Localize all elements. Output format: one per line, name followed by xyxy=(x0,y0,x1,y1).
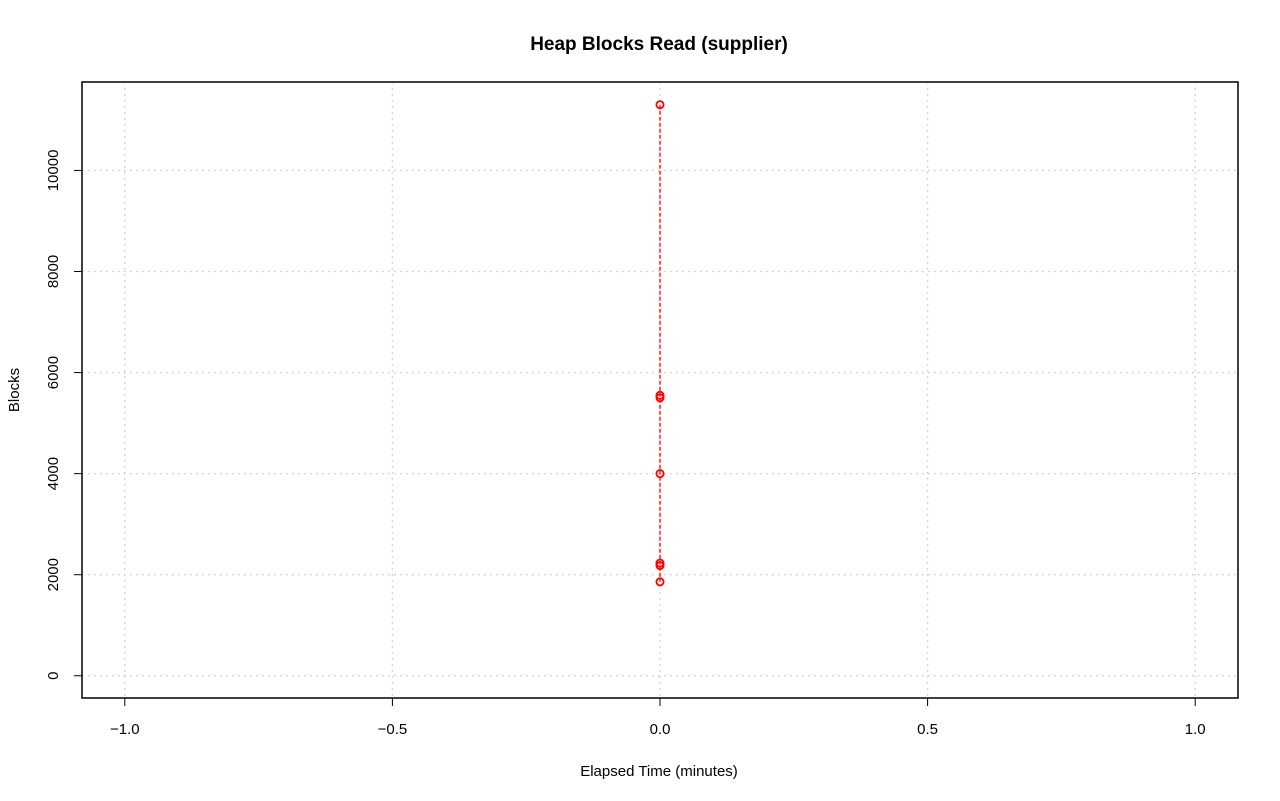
x-tick-label: 0.5 xyxy=(917,721,938,738)
x-tick-label: 0.0 xyxy=(650,721,671,738)
y-tick-label: 0 xyxy=(45,672,62,680)
data-point xyxy=(655,469,665,479)
x-tick-label: −0.5 xyxy=(378,721,408,738)
data-point xyxy=(655,577,665,587)
y-axis: 0 2000 4000 6000 8000 10000 xyxy=(45,150,83,680)
x-axis-label: Elapsed Time (minutes) xyxy=(580,763,738,780)
series-layer xyxy=(655,100,665,587)
data-point xyxy=(655,393,665,403)
y-tick-label: 8000 xyxy=(45,255,62,288)
chart-title: Heap Blocks Read (supplier) xyxy=(530,34,788,55)
y-tick-label: 10000 xyxy=(45,150,62,192)
y-tick-label: 4000 xyxy=(45,457,62,490)
y-tick-label: 6000 xyxy=(45,356,62,389)
x-tick-label: −1.0 xyxy=(110,721,140,738)
x-axis: −1.0 −0.5 0.0 0.5 1.0 xyxy=(110,697,1206,738)
data-point xyxy=(655,561,665,571)
y-axis-label: Blocks xyxy=(6,368,23,412)
y-tick-label: 2000 xyxy=(45,558,62,591)
data-point xyxy=(655,100,665,110)
x-tick-label: 1.0 xyxy=(1185,721,1206,738)
